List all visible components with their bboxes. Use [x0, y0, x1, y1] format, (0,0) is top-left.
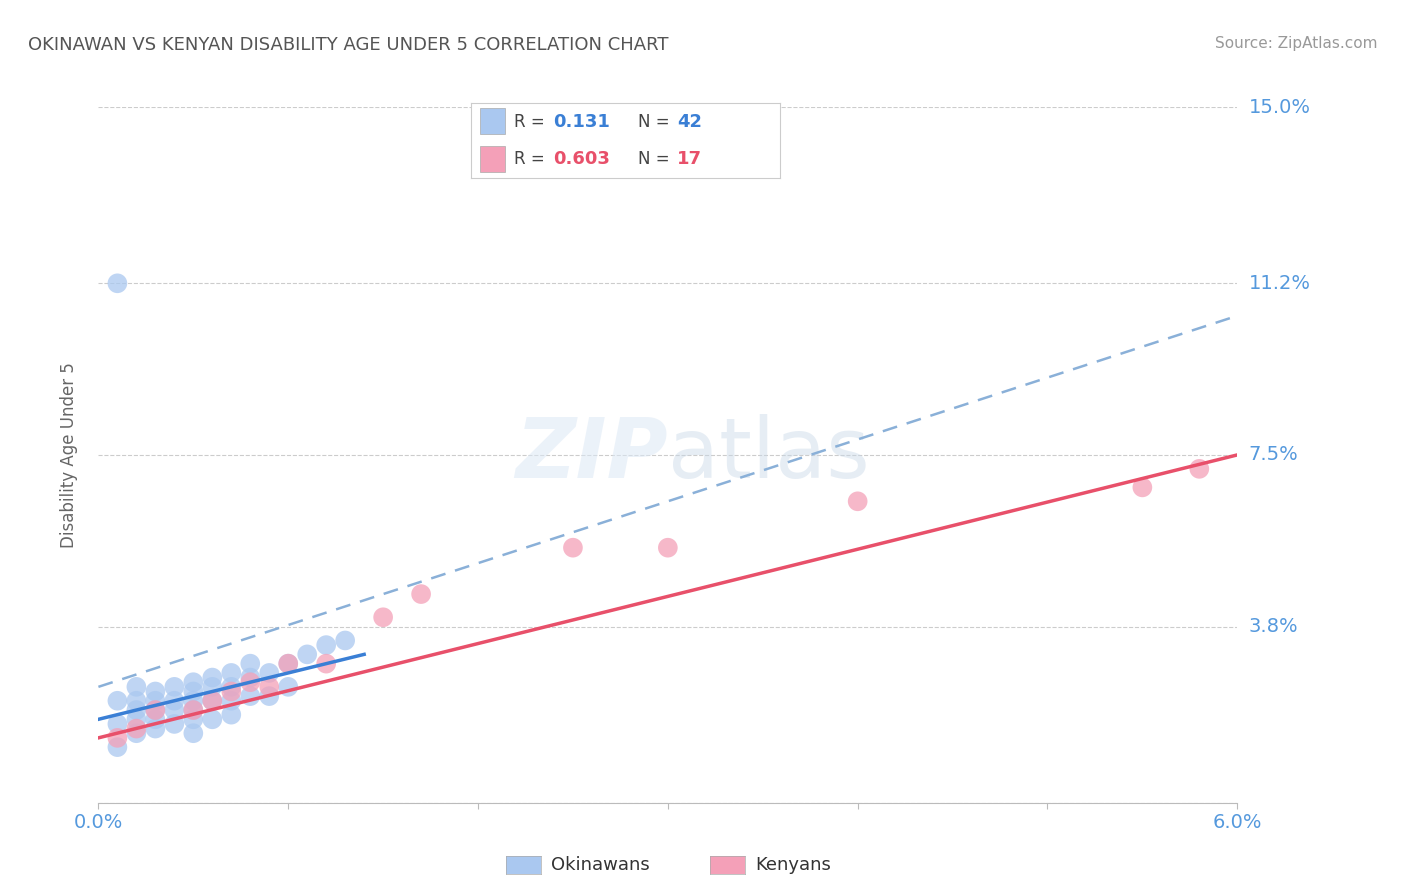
Point [183, 712, 205, 726]
Point [297, 648, 319, 662]
Text: 3.8%: 3.8% [1249, 617, 1298, 636]
Text: 17: 17 [676, 151, 702, 169]
Text: R =: R = [515, 151, 550, 169]
Point [163, 717, 186, 731]
FancyBboxPatch shape [481, 145, 505, 172]
Point [183, 675, 205, 690]
Point [221, 684, 243, 698]
Point [125, 694, 148, 708]
Point [125, 712, 148, 726]
Text: N =: N = [638, 151, 675, 169]
Point [107, 717, 129, 731]
Point [145, 703, 167, 717]
Point [259, 689, 281, 703]
Point [315, 657, 337, 671]
Point [221, 665, 243, 680]
Point [277, 657, 299, 671]
Point [221, 707, 243, 722]
Text: R =: R = [515, 112, 550, 130]
Point [125, 726, 148, 740]
Text: Source: ZipAtlas.com: Source: ZipAtlas.com [1215, 36, 1378, 51]
Point [107, 277, 129, 291]
Point [239, 657, 262, 671]
Text: ZIP: ZIP [515, 415, 668, 495]
Text: OKINAWAN VS KENYAN DISABILITY AGE UNDER 5 CORRELATION CHART: OKINAWAN VS KENYAN DISABILITY AGE UNDER … [28, 36, 669, 54]
Point [125, 680, 148, 694]
Point [239, 675, 262, 690]
Point [562, 541, 585, 555]
Point [315, 638, 337, 652]
Point [145, 722, 167, 736]
Point [1188, 462, 1211, 476]
Point [145, 684, 167, 698]
Point [163, 680, 186, 694]
Point [201, 671, 224, 685]
Point [183, 703, 205, 717]
Text: atlas: atlas [668, 415, 869, 495]
Point [335, 633, 357, 648]
Point [201, 680, 224, 694]
Point [371, 610, 394, 624]
Point [183, 703, 205, 717]
Point [145, 694, 167, 708]
Point [107, 694, 129, 708]
Point [221, 680, 243, 694]
Point [846, 494, 869, 508]
Point [239, 671, 262, 685]
Point [259, 665, 281, 680]
FancyBboxPatch shape [481, 108, 505, 135]
Point [1132, 480, 1154, 494]
Point [145, 712, 167, 726]
Text: 42: 42 [676, 112, 702, 130]
Point [163, 694, 186, 708]
Point [183, 684, 205, 698]
Point [145, 703, 167, 717]
Point [239, 689, 262, 703]
Point [183, 726, 205, 740]
Point [125, 722, 148, 736]
Point [277, 680, 299, 694]
Point [201, 694, 224, 708]
Text: 0.603: 0.603 [553, 151, 610, 169]
Point [259, 680, 281, 694]
Point [657, 541, 679, 555]
Point [221, 694, 243, 708]
Point [201, 712, 224, 726]
Point [163, 703, 186, 717]
Point [125, 703, 148, 717]
Y-axis label: Disability Age Under 5: Disability Age Under 5 [59, 362, 77, 548]
Text: 11.2%: 11.2% [1249, 274, 1310, 293]
Text: 7.5%: 7.5% [1249, 445, 1298, 465]
Text: 15.0%: 15.0% [1249, 97, 1310, 117]
Point [201, 694, 224, 708]
Point [277, 657, 299, 671]
Text: Okinawans: Okinawans [551, 856, 650, 874]
Point [411, 587, 433, 601]
Text: 0.131: 0.131 [553, 112, 610, 130]
Point [107, 731, 129, 745]
Point [183, 694, 205, 708]
Text: Kenyans: Kenyans [755, 856, 831, 874]
Point [107, 740, 129, 755]
Text: N =: N = [638, 112, 675, 130]
